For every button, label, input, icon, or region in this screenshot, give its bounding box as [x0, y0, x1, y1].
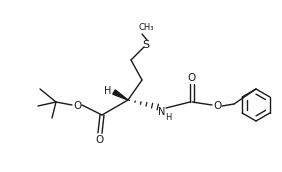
Text: O: O [73, 101, 81, 111]
Text: N: N [158, 107, 166, 117]
Text: S: S [142, 40, 149, 50]
Text: H: H [104, 86, 112, 96]
Text: O: O [188, 73, 196, 83]
Polygon shape [113, 90, 128, 100]
Text: CH₃: CH₃ [138, 23, 154, 31]
Text: O: O [213, 101, 221, 111]
Text: O: O [96, 135, 104, 145]
Text: H: H [165, 112, 171, 121]
